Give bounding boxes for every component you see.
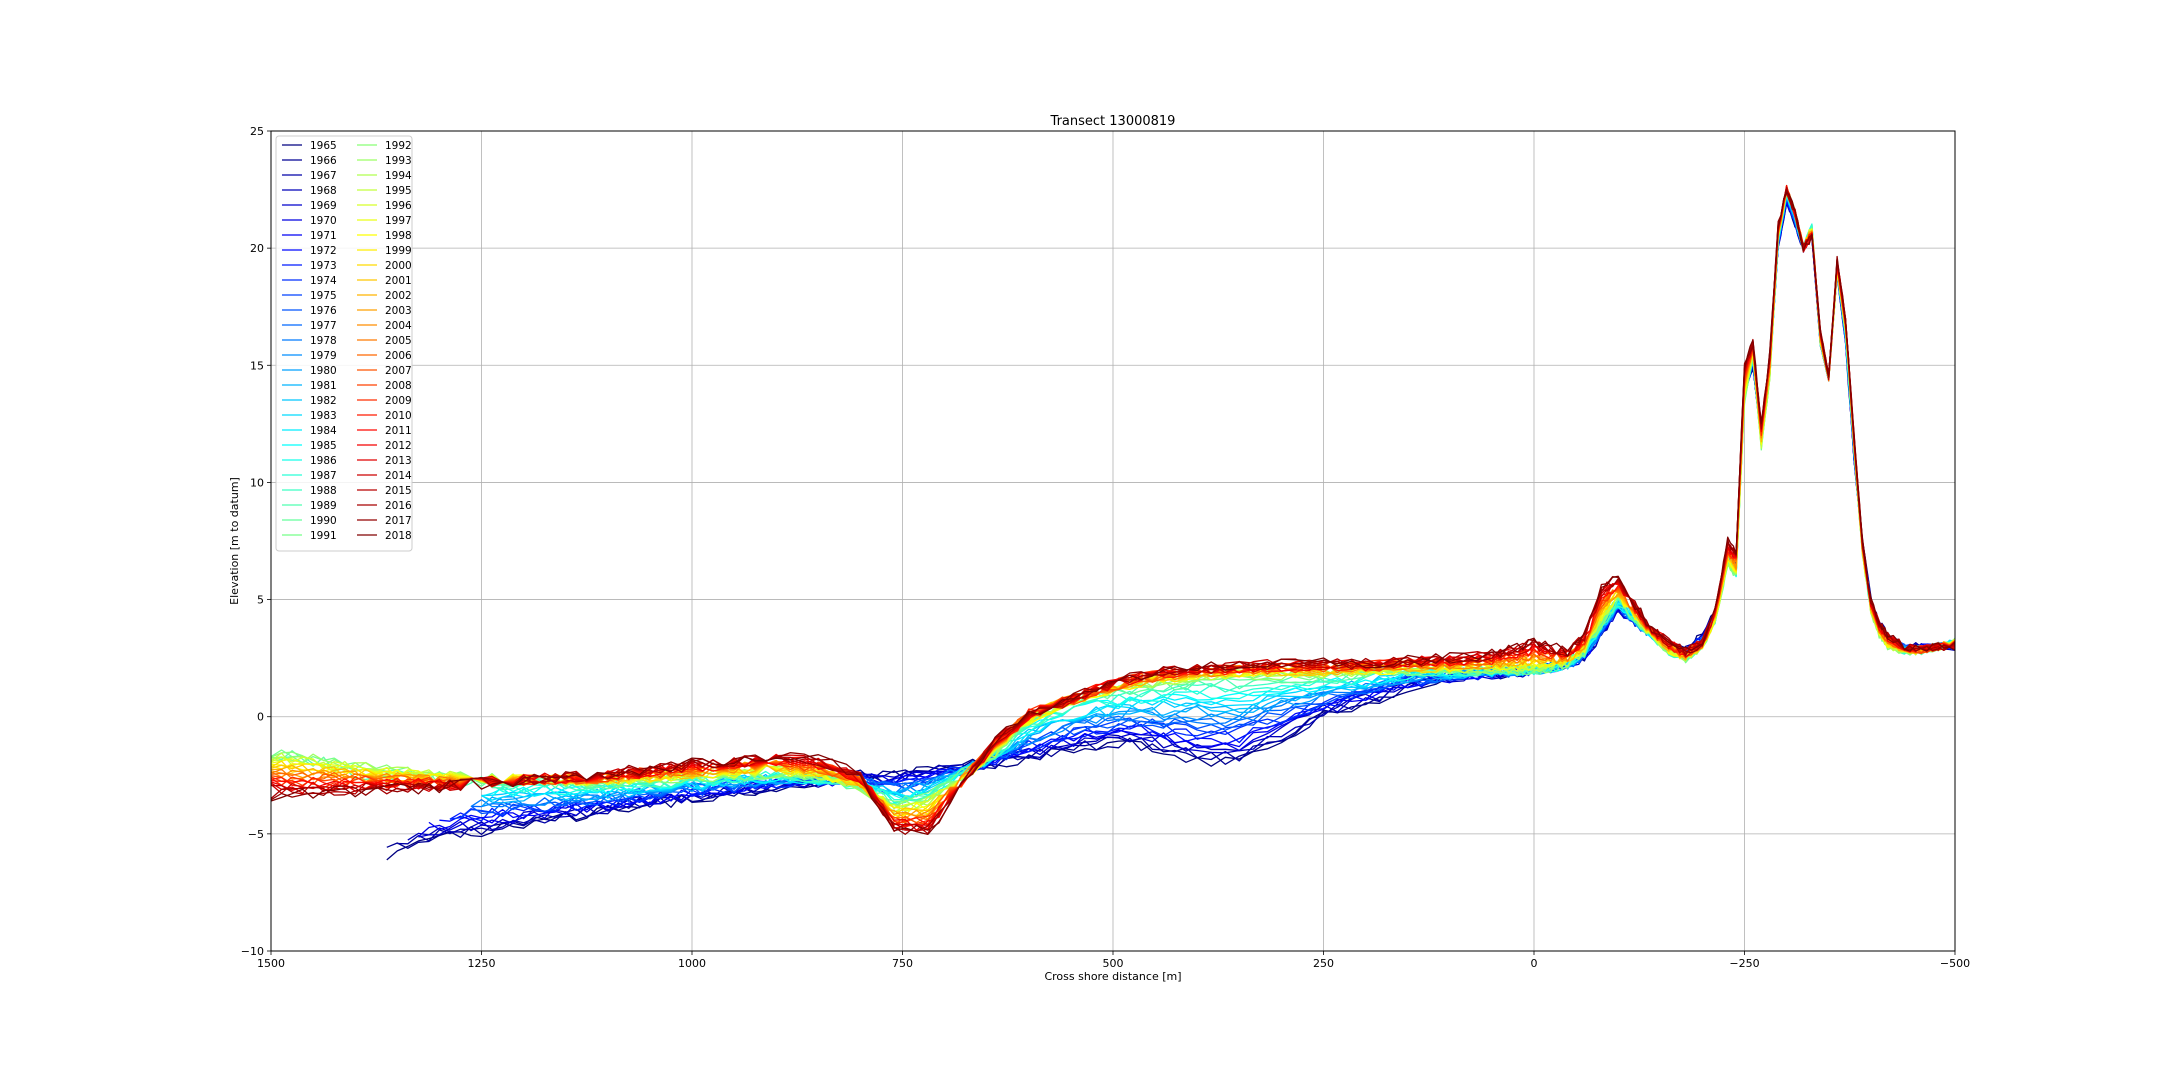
x-tick-label: 750 bbox=[892, 957, 913, 970]
legend-label-1972: 1972 bbox=[310, 245, 337, 257]
x-tick-label: 1250 bbox=[468, 957, 496, 970]
legend-label-2001: 2001 bbox=[385, 275, 412, 287]
legend-label-1991: 1991 bbox=[310, 530, 337, 542]
y-axis: −10 −5 0 5 10 15 20 25 bbox=[241, 125, 271, 958]
legend-label-1980: 1980 bbox=[310, 365, 337, 377]
legend-label-1973: 1973 bbox=[310, 260, 337, 272]
legend-label-1993: 1993 bbox=[385, 155, 412, 167]
legend-box bbox=[275, 135, 413, 552]
legend-label-1970: 1970 bbox=[310, 215, 337, 227]
legend-label-1981: 1981 bbox=[310, 380, 337, 392]
legend-label-1995: 1995 bbox=[385, 185, 412, 197]
series-line-2018 bbox=[270, 192, 1956, 836]
legend-label-2015: 2015 bbox=[385, 485, 412, 497]
legend-label-1979: 1979 bbox=[310, 350, 337, 362]
x-axis-label: Cross shore distance [m] bbox=[1044, 970, 1181, 983]
y-tick-label: 5 bbox=[257, 594, 264, 607]
legend-label-2012: 2012 bbox=[385, 440, 412, 452]
y-tick-label: −10 bbox=[241, 945, 264, 958]
y-tick-label: 15 bbox=[250, 359, 264, 372]
legend-label-2017: 2017 bbox=[385, 515, 412, 527]
legend-label-2016: 2016 bbox=[385, 500, 412, 512]
legend-label-1971: 1971 bbox=[310, 230, 337, 242]
legend-label-2002: 2002 bbox=[385, 290, 412, 302]
legend-label-1982: 1982 bbox=[310, 395, 337, 407]
legend-label-1985: 1985 bbox=[310, 440, 337, 452]
legend-label-2011: 2011 bbox=[385, 425, 412, 437]
x-tick-label: 0 bbox=[1531, 957, 1538, 970]
legend-label-1983: 1983 bbox=[310, 410, 337, 422]
legend-label-1967: 1967 bbox=[310, 170, 337, 182]
legend-label-2009: 2009 bbox=[385, 395, 412, 407]
legend: 1965 1966 1967 1968 1969 1970 1971 1972 1973 1974… bbox=[275, 135, 413, 552]
x-tick-label: −250 bbox=[1729, 957, 1759, 970]
legend-label-2018: 2018 bbox=[385, 530, 412, 542]
legend-label-2010: 2010 bbox=[385, 410, 412, 422]
legend-label-1992: 1992 bbox=[385, 140, 412, 152]
legend-label-2013: 2013 bbox=[385, 455, 412, 467]
legend-label-1975: 1975 bbox=[310, 290, 337, 302]
legend-label-1986: 1986 bbox=[310, 455, 337, 467]
legend-label-2000: 2000 bbox=[385, 260, 412, 272]
legend-label-2008: 2008 bbox=[385, 380, 412, 392]
legend-label-2004: 2004 bbox=[385, 320, 412, 332]
chart-title: Transect 13000819 bbox=[1050, 114, 1176, 129]
legend-label-1987: 1987 bbox=[310, 470, 337, 482]
legend-label-2005: 2005 bbox=[385, 335, 412, 347]
y-tick-label: −5 bbox=[248, 828, 264, 841]
legend-label-1965: 1965 bbox=[310, 140, 337, 152]
legend-label-1998: 1998 bbox=[385, 230, 412, 242]
legend-label-1969: 1969 bbox=[310, 200, 337, 212]
legend-label-1989: 1989 bbox=[310, 500, 337, 512]
y-axis-label: Elevation [m to datum] bbox=[228, 477, 241, 605]
x-tick-label: 500 bbox=[1103, 957, 1124, 970]
legend-label-1976: 1976 bbox=[310, 305, 337, 317]
legend-label-2006: 2006 bbox=[385, 350, 412, 362]
series-lines bbox=[270, 184, 1956, 861]
legend-label-1966: 1966 bbox=[310, 155, 337, 167]
x-tick-label: 250 bbox=[1313, 957, 1334, 970]
legend-label-1996: 1996 bbox=[385, 200, 412, 212]
legend-label-2014: 2014 bbox=[385, 470, 412, 482]
legend-label-1994: 1994 bbox=[385, 170, 412, 182]
legend-label-1990: 1990 bbox=[310, 515, 337, 527]
legend-label-1968: 1968 bbox=[310, 185, 337, 197]
legend-label-1999: 1999 bbox=[385, 245, 412, 257]
x-axis: 1500 1250 1000 750 500 250 0 −250 −500 bbox=[257, 951, 1970, 970]
x-tick-label: −500 bbox=[1940, 957, 1970, 970]
y-tick-label: 25 bbox=[250, 125, 264, 138]
legend-label-2003: 2003 bbox=[385, 305, 412, 317]
legend-label-1997: 1997 bbox=[385, 215, 412, 227]
legend-label-1977: 1977 bbox=[310, 320, 337, 332]
x-tick-label: 1000 bbox=[678, 957, 706, 970]
legend-label-1974: 1974 bbox=[310, 275, 337, 287]
y-tick-label: 0 bbox=[257, 711, 264, 724]
legend-label-1988: 1988 bbox=[310, 485, 337, 497]
legend-label-2007: 2007 bbox=[385, 365, 412, 377]
y-tick-label: 20 bbox=[250, 242, 264, 255]
legend-label-1978: 1978 bbox=[310, 335, 337, 347]
y-tick-label: 10 bbox=[250, 476, 264, 489]
x-tick-label: 1500 bbox=[257, 957, 285, 970]
legend-label-1984: 1984 bbox=[310, 425, 337, 437]
series-line-2016 bbox=[270, 186, 1956, 832]
